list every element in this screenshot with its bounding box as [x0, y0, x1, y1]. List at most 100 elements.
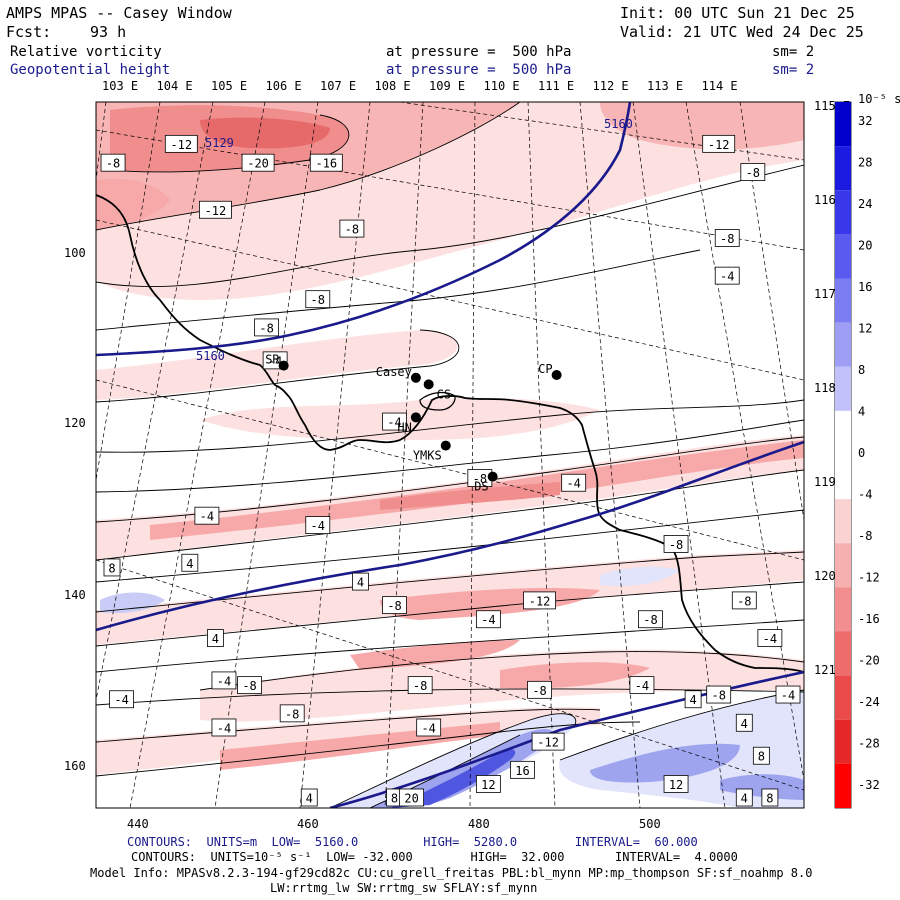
vorticity-label: 20	[399, 788, 425, 807]
vorticity-label: -20	[241, 153, 275, 172]
colorbar-bin	[835, 190, 851, 235]
colorbar-bin	[835, 146, 851, 191]
height-label-5160-top: 5160	[604, 117, 633, 131]
station-label: CP	[538, 362, 552, 376]
x-tick-500: 500	[639, 817, 661, 831]
vorticity-label-text: 4	[741, 792, 748, 806]
vorticity-label-text: -8	[311, 293, 325, 307]
vorticity-label: -8	[100, 153, 126, 172]
vorticity-label: -8	[237, 676, 262, 695]
vorticity-label: 8	[752, 746, 770, 765]
colorbar-bin	[835, 543, 851, 588]
x-axis: 440 460 480 500	[127, 817, 661, 831]
colorbar-tick: -16	[858, 612, 880, 626]
y-tick-120: 120	[64, 416, 86, 430]
vorticity-label-text: -20	[247, 157, 269, 171]
vorticity-label-text: 4	[689, 693, 696, 707]
vorticity-label-text: -4	[200, 510, 214, 524]
vorticity-label-text: 8	[758, 750, 765, 764]
vorticity-label-text: -8	[643, 613, 657, 627]
colorbar-bin	[835, 499, 851, 544]
colorbar-bin	[835, 322, 851, 367]
vorticity-label: -4	[475, 610, 501, 629]
vorticity-label-text: -8	[669, 538, 683, 552]
vorticity-label-text: -4	[421, 721, 435, 735]
vorticity-label: -4	[629, 676, 655, 695]
vorticity-label-text: 4	[306, 792, 313, 806]
colorbar-tick: 24	[858, 197, 872, 211]
vorticity-label-text: 20	[404, 792, 418, 806]
colorbar-bin	[835, 455, 851, 500]
vorticity-label: 4	[181, 553, 199, 572]
vorticity-label: -8	[527, 680, 552, 699]
y-tick-100: 100	[64, 246, 86, 260]
vorticity-label: -4	[561, 473, 587, 492]
station-marker	[487, 471, 498, 482]
top-longitude-label: 114 E	[702, 79, 738, 93]
vorticity-label-text: 8	[766, 792, 773, 806]
vorticity-label-text: -4	[720, 270, 734, 284]
vorticity-label: -4	[757, 629, 783, 647]
vorticity-label-text: -8	[345, 223, 359, 237]
vorticity-label: -8	[714, 229, 740, 247]
footer-contours-vorticity: CONTOURS: UNITS=10⁻⁵ s⁻¹ LOW= -32.000 HI…	[131, 850, 738, 864]
init-time: Init: 00 UTC Sun 21 Dec 25	[620, 4, 855, 22]
colorbar-bin	[835, 763, 851, 808]
valid-time: Valid: 21 UTC Wed 24 Dec 25	[620, 23, 864, 41]
field2-level: at pressure = 500 hPa	[386, 62, 572, 78]
vorticity-labels: -12-20 -16-8-12-8-8-8-4-4-12-8-8-4-4-4-8-…	[100, 134, 801, 807]
vorticity-label: 12	[475, 775, 501, 793]
footer-model-info: Model Info: MPASv8.2.3-194-gf29cd82c CU:…	[90, 866, 813, 880]
x-tick-440: 440	[127, 817, 149, 831]
forecast-label: Fcst:	[6, 23, 52, 41]
footer-model-info-2: LW:rrtmg_lw SW:rrtmg_sw SFLAY:sf_mynn	[270, 881, 538, 895]
y-axis: 100 120 140 160	[64, 246, 86, 773]
vorticity-label: -4	[714, 266, 740, 285]
colorbar-tick: 20	[858, 238, 872, 252]
vorticity-label-text: -12	[529, 594, 551, 608]
top-longitude-label: 103 E	[102, 79, 138, 93]
vorticity-label: -8	[279, 704, 305, 723]
colorbar-tick: 28	[858, 155, 872, 169]
vorticity-label-text: -8	[259, 321, 273, 335]
vorticity-label-text: 8	[108, 561, 115, 575]
vorticity-label: 4	[684, 690, 702, 709]
top-longitude-label: 104 E	[157, 79, 193, 93]
height-label-5129: 5129	[205, 136, 234, 150]
top-longitude-label: 113 E	[647, 79, 683, 93]
vorticity-label: -8	[305, 290, 331, 309]
top-longitude-label: 105 E	[211, 79, 247, 93]
vorticity-label: 4	[207, 629, 224, 647]
vorticity-label: 4	[352, 572, 369, 591]
field2-smoothing: sm= 2	[772, 62, 815, 78]
top-longitude-label: 109 E	[429, 79, 465, 93]
station-marker	[423, 379, 434, 390]
colorbar-tick: 32	[858, 114, 872, 128]
colorbar-bin	[835, 675, 851, 720]
vorticity-label-text: -16	[315, 157, 337, 171]
vorticity-label: 8	[103, 558, 121, 577]
chart-title: AMPS MPAS -- Casey Window	[6, 4, 232, 22]
vorticity-label-text: -12	[170, 138, 192, 152]
colorbar-tick: -8	[858, 529, 872, 543]
vorticity-label-text: -4	[566, 477, 580, 491]
top-longitude-label: 110 E	[484, 79, 520, 93]
field1-smoothing: sm= 2	[772, 44, 815, 60]
top-longitude-label: 108 E	[375, 79, 411, 93]
field1-name: Relative vorticity	[10, 44, 162, 60]
colorbar-tick: 4	[858, 404, 865, 418]
station-marker	[410, 372, 421, 383]
vorticity-label-text: 4	[212, 632, 219, 646]
vorticity-label-text: -4	[387, 416, 401, 430]
vorticity-label: 8	[761, 788, 779, 807]
colorbar-tick: 12	[858, 321, 872, 335]
footer-contours-height: CONTOURS: UNITS=m LOW= 5160.0 HIGH= 5280…	[127, 835, 698, 849]
vorticity-label-text: 4	[357, 576, 364, 590]
vorticity-label-text: -8	[473, 472, 487, 486]
colorbar-bin	[835, 410, 851, 455]
colorbar-tick: -28	[858, 737, 880, 751]
vorticity-label-text: -4	[217, 674, 231, 688]
y-tick-160: 160	[64, 759, 86, 773]
vorticity-label: -4	[416, 718, 442, 737]
vorticity-label: -12	[164, 134, 198, 153]
